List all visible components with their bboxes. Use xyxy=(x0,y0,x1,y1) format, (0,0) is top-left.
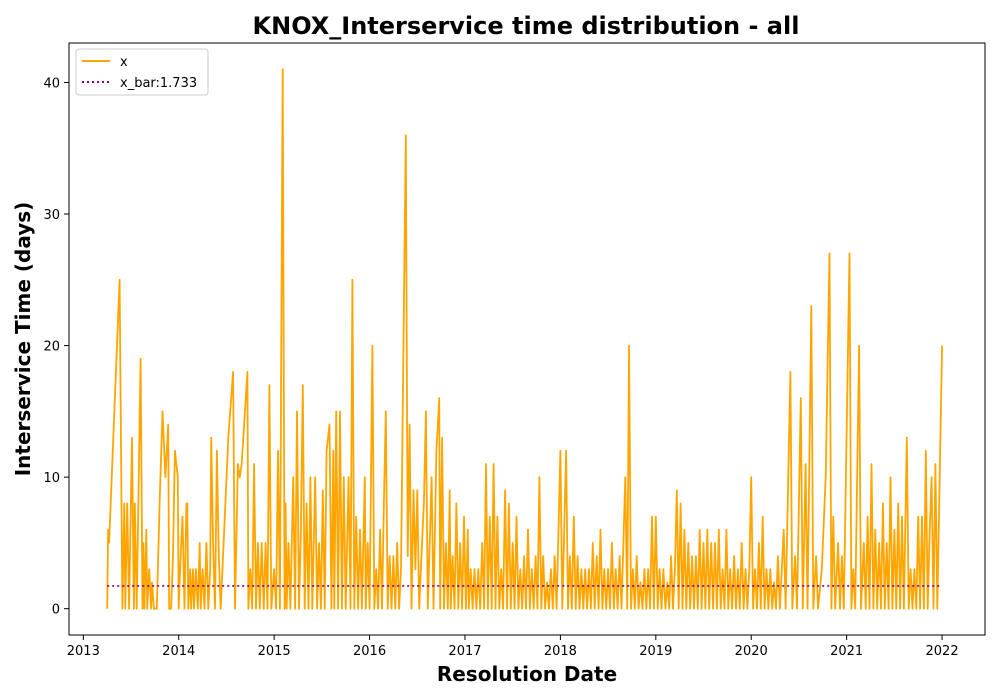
series-layer xyxy=(106,68,943,610)
legend-label-x: x xyxy=(120,55,128,70)
x-axis: 2013 2014 2015 2016 2017 2018 2019 2020 2021 2022 xyxy=(67,635,959,659)
y-tick-label: 10 xyxy=(43,471,60,486)
x-tick-label: 2015 xyxy=(258,644,291,659)
x-tick-label: 2017 xyxy=(448,644,481,659)
y-tick-label: 30 xyxy=(43,208,60,223)
x-tick-label: 2016 xyxy=(353,644,386,659)
y-tick-label: 0 xyxy=(52,603,60,618)
x-tick-label: 2014 xyxy=(162,644,195,659)
y-tick-label: 40 xyxy=(43,76,60,91)
x-tick-label: 2013 xyxy=(67,644,100,659)
x-tick-label: 2020 xyxy=(735,644,768,659)
legend-label-x-bar: x_bar:1.733 xyxy=(120,76,197,91)
y-axis: 0 10 20 30 40 xyxy=(43,76,69,618)
x-tick-label: 2021 xyxy=(830,644,863,659)
x-tick-label: 2022 xyxy=(926,644,959,659)
y-tick-label: 20 xyxy=(43,340,60,355)
series-line-x xyxy=(106,68,943,610)
x-tick-label: 2019 xyxy=(639,644,672,659)
chart-title: KNOX_Interservice time distribution - al… xyxy=(253,12,800,40)
plot-frame xyxy=(68,42,986,636)
x-tick-label: 2018 xyxy=(544,644,577,659)
x-axis-label: Resolution Date xyxy=(437,662,617,686)
y-axis-label: Interservice Time (days) xyxy=(11,202,35,477)
legend: x x_bar:1.733 xyxy=(75,48,209,96)
